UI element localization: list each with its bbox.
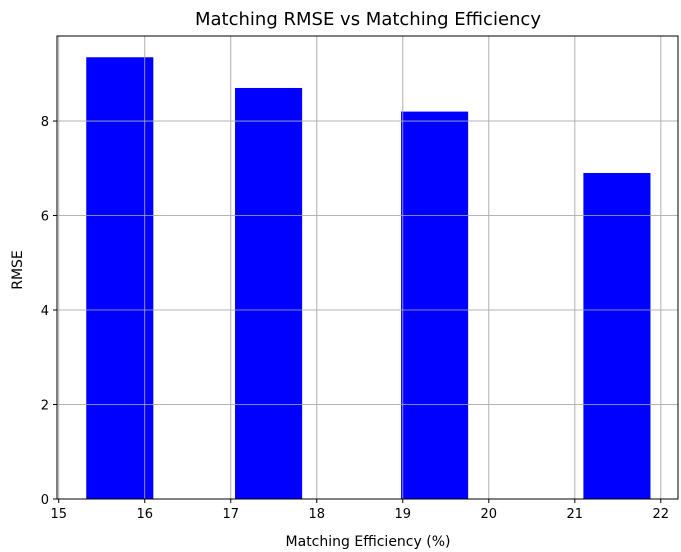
y-axis-ticks: 0 2 4 6 8 xyxy=(41,115,57,508)
x-tick-label: 21 xyxy=(567,507,584,522)
x-tick-label: 18 xyxy=(308,507,325,522)
chart-title: Matching RMSE vs Matching Efficiency xyxy=(195,9,541,30)
x-tick-label: 15 xyxy=(50,507,67,522)
y-tick-label: 0 xyxy=(41,493,49,508)
y-axis-label: RMSE xyxy=(10,250,26,290)
bar-3 xyxy=(401,111,469,500)
x-tick-label: 16 xyxy=(136,507,153,522)
bar-1 xyxy=(86,57,154,500)
x-tick-label: 22 xyxy=(653,507,670,522)
x-tick-label: 20 xyxy=(481,507,498,522)
x-tick-label: 17 xyxy=(222,507,239,522)
x-axis-ticks: 15 16 17 18 19 20 21 22 xyxy=(50,499,669,522)
x-axis-label: Matching Efficiency (%) xyxy=(286,534,451,550)
y-tick-label: 6 xyxy=(41,210,49,225)
bars xyxy=(57,36,678,500)
y-tick-label: 2 xyxy=(41,399,49,414)
y-tick-label: 4 xyxy=(41,304,49,319)
bar-4 xyxy=(583,173,651,500)
plot-frame xyxy=(56,35,679,500)
y-tick-label: 8 xyxy=(41,115,49,130)
x-tick-label: 19 xyxy=(394,507,411,522)
bar-2 xyxy=(235,87,303,499)
